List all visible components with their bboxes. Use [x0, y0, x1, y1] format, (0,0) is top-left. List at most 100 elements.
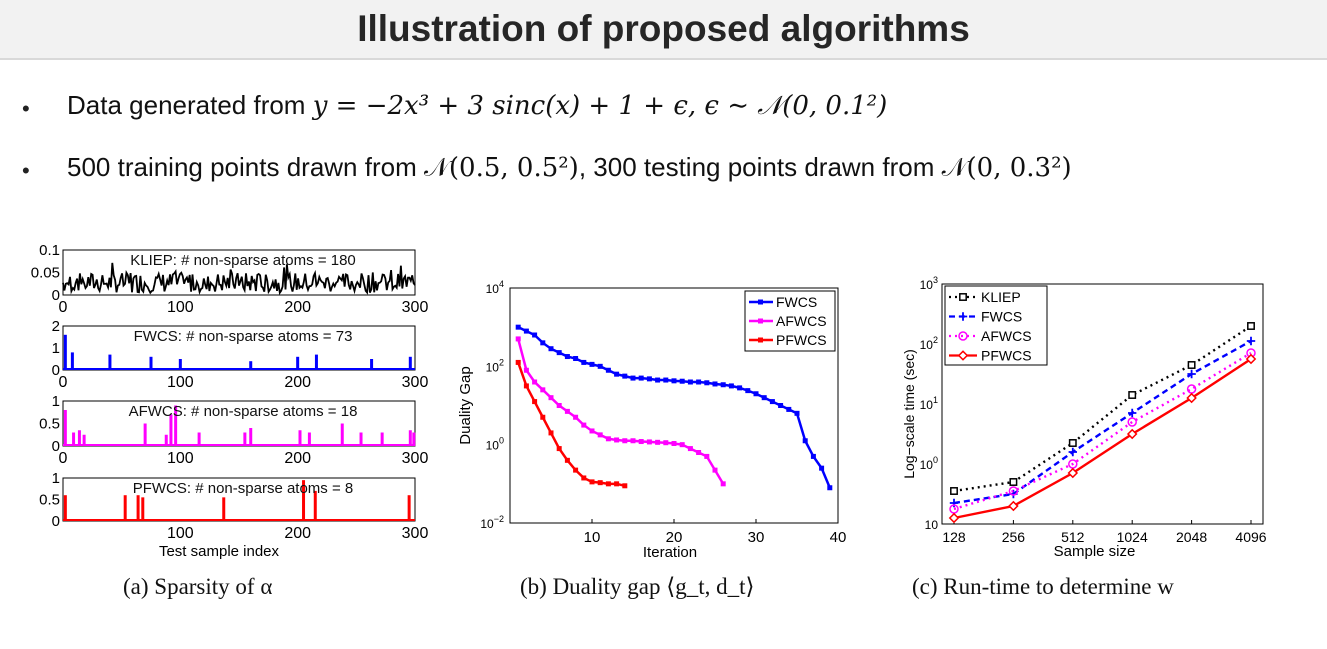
- legend-marker: [958, 312, 968, 321]
- y-tick-label: 1: [52, 470, 60, 487]
- afwcs-point: [679, 442, 685, 448]
- x-tick-label: 100: [167, 299, 194, 316]
- bullet-1-formula: y = −2x³ + 3 sinc(x) + 1 + ϵ, ϵ ∼ 𝒩(0, 0…: [312, 91, 888, 121]
- fwcs-point: [655, 377, 661, 383]
- y-tick-label: 103: [920, 275, 938, 292]
- x-tick-label: 100: [167, 374, 194, 391]
- caption-a: (a) Sparsity of α: [123, 574, 273, 599]
- fwcs-point: [720, 382, 726, 388]
- y-tick-label: 102: [486, 357, 504, 374]
- pfwcs-point: [614, 481, 620, 487]
- fwcs-point: [515, 324, 521, 330]
- x-tick-label: 300: [402, 450, 429, 467]
- fwcs-point: [745, 388, 751, 394]
- y-tick-label: 102: [920, 335, 938, 352]
- pfwcs-point: [589, 479, 595, 485]
- fwcs-point: [696, 379, 702, 385]
- pfwcs-point: [622, 483, 628, 489]
- pfwcs-point: [1067, 467, 1079, 479]
- panel-frame: [62, 477, 416, 522]
- fwcs-point: [605, 367, 611, 373]
- afwcs-point: [581, 422, 587, 428]
- pfwcs-point: [573, 467, 579, 473]
- pfwcs-point: [548, 430, 554, 436]
- legend-label: PFWCS: [776, 332, 827, 348]
- caption-c: (c) Run-time to determine w: [912, 574, 1174, 599]
- x-tick-label: 2048: [1176, 529, 1207, 545]
- afwcs-point: [704, 453, 710, 459]
- x-tick-label: 200: [284, 299, 311, 316]
- caption-b: (b) Duality gap ⟨g_t, d_t⟩: [520, 574, 755, 599]
- kliep-point: [1128, 391, 1137, 399]
- legend-marker: [758, 337, 763, 343]
- x-tick-label: 200: [284, 450, 311, 467]
- pfwcs-point: [605, 481, 611, 487]
- panel-label: FWCS: # non-sparse atoms = 73: [134, 328, 353, 345]
- fwcs-point: [737, 385, 743, 391]
- bullet-1-text: Data generated from: [67, 90, 306, 120]
- fwcs-point: [810, 453, 816, 459]
- pfwcs-point: [556, 446, 562, 452]
- kliep-point: [1009, 478, 1018, 486]
- kliep-point: [1068, 439, 1077, 447]
- bullet-1: Data generated from y = −2x³ + 3 sinc(x)…: [67, 90, 887, 122]
- title-bar: Illustration of proposed algorithms: [0, 0, 1327, 60]
- bullet-2-formula-2: 𝒩(0, 0.3²): [941, 153, 1072, 183]
- afwcs-point: [532, 379, 538, 385]
- kliep-line: [953, 324, 1252, 493]
- afwcs-point: [720, 481, 726, 487]
- y-tick-label: 100: [920, 455, 938, 472]
- fwcs-point: [794, 410, 800, 416]
- legend-marker: [958, 331, 968, 341]
- pfwcs-point: [540, 414, 546, 420]
- bullet-2-formula-1: 𝒩(0.5, 0.5²): [423, 153, 579, 183]
- fwcs-point: [1246, 336, 1256, 346]
- afwcs-point: [1127, 417, 1137, 427]
- fwcs-point: [761, 395, 767, 401]
- pfwcs-point: [581, 475, 587, 481]
- fwcs-point: [827, 485, 833, 491]
- afwcs-point: [663, 440, 669, 446]
- y-tick-label: 0.5: [39, 416, 60, 433]
- y-tick-label: 0.1: [39, 242, 60, 259]
- afwcs-point: [655, 439, 661, 445]
- afwcs-point: [515, 336, 521, 342]
- afwcs-point: [696, 450, 702, 455]
- legend-label: AFWCS: [776, 313, 827, 329]
- kliep-point: [1187, 361, 1196, 369]
- pfwcs-point: [597, 480, 603, 486]
- fwcs-point: [581, 359, 587, 365]
- panel-label: AFWCS: # non-sparse atoms = 18: [129, 403, 358, 420]
- afwcs-point: [614, 437, 620, 443]
- fwcs-point: [663, 377, 669, 383]
- legend-marker: [758, 318, 763, 324]
- afwcs-point: [712, 467, 718, 473]
- bullet-2: 500 training points drawn from 𝒩(0.5, 0.…: [67, 152, 1072, 184]
- legend-label: KLIEP: [981, 289, 1021, 305]
- y-axis-label: Duality Gap: [457, 366, 474, 444]
- pfwcs-point: [532, 399, 538, 405]
- afwcs-point: [556, 403, 562, 408]
- slide-title: Illustration of proposed algorithms: [357, 8, 970, 49]
- x-axis-label: Test sample index: [159, 543, 280, 560]
- x-tick-label: 40: [830, 529, 847, 546]
- legend-marker: [959, 293, 967, 301]
- bullet-2-middle: , 300 testing points drawn from: [578, 152, 935, 182]
- y-tick-label: 0: [52, 513, 60, 530]
- y-axis-label: Log−scale time (sec): [901, 349, 917, 479]
- panel-frame: [62, 249, 416, 296]
- kliep-point: [1247, 322, 1255, 330]
- fwcs-line: [953, 339, 1252, 505]
- fwcs-point: [949, 498, 959, 508]
- fwcs-point: [630, 375, 636, 381]
- kliep-point: [950, 487, 958, 495]
- legend-marker: [957, 350, 969, 361]
- x-tick-label: 1024: [1117, 529, 1148, 545]
- x-tick-label: 0: [59, 299, 68, 316]
- fwcs-point: [597, 363, 603, 369]
- legend-label: AFWCS: [981, 328, 1032, 344]
- bullet-dot: •: [22, 158, 30, 183]
- fwcs-point: [753, 391, 759, 397]
- fwcs-point: [573, 356, 579, 361]
